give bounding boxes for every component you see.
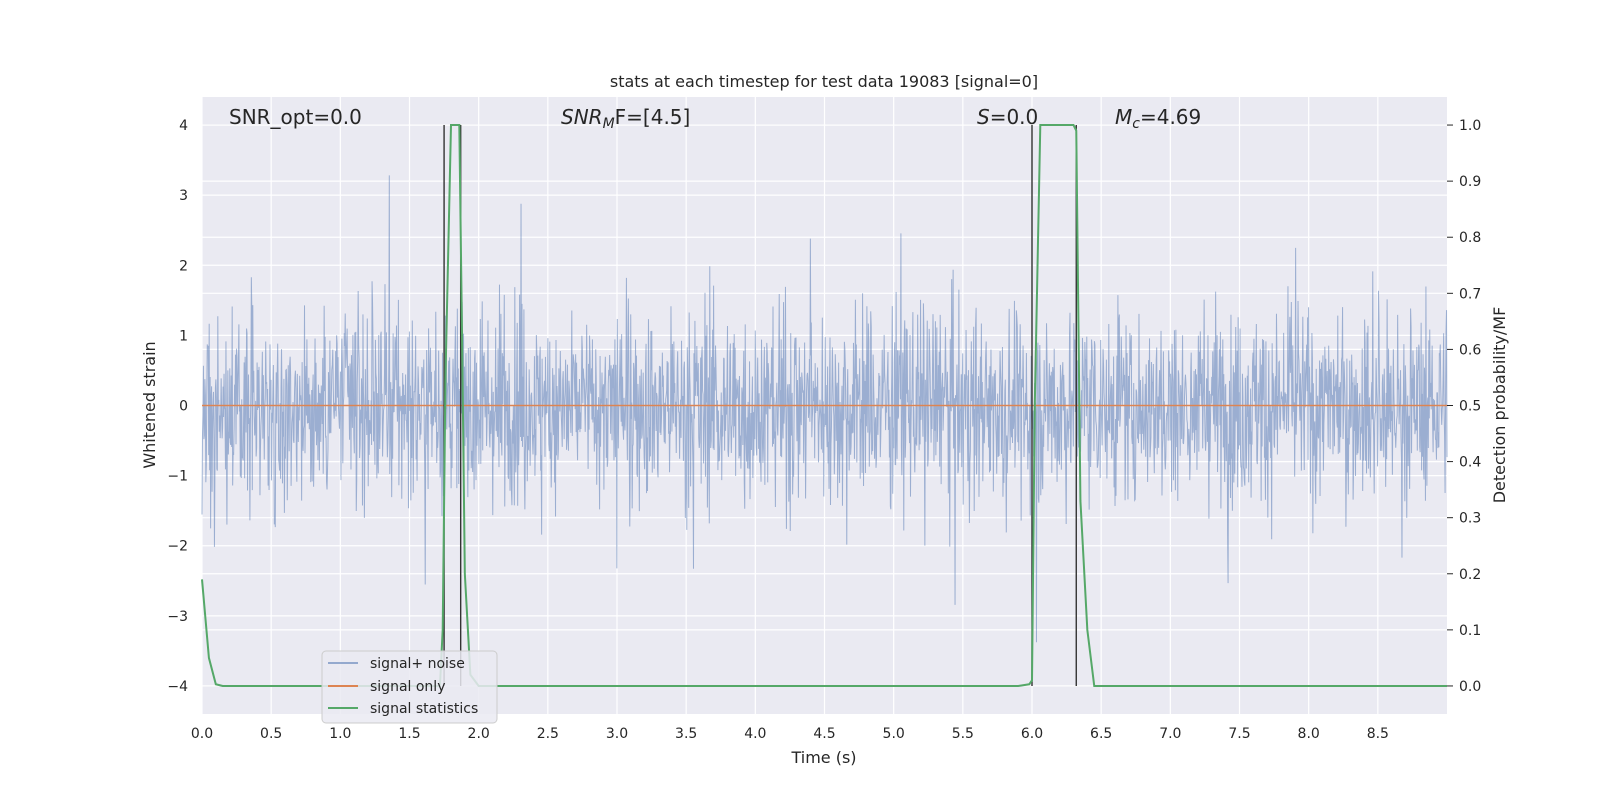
x-tick-label: 1.0 bbox=[329, 726, 351, 742]
x-tick-label: 8.5 bbox=[1367, 726, 1389, 742]
y-tick-label: 1 bbox=[179, 328, 188, 344]
x-tick-label: 2.0 bbox=[468, 726, 490, 742]
mc-sub: c bbox=[1132, 116, 1140, 132]
legend-label-noise: signal+ noise bbox=[370, 656, 465, 672]
y2-tick-label: 0.4 bbox=[1459, 455, 1481, 471]
y-tick-label: 3 bbox=[179, 188, 188, 204]
snr-mf-tail: F=[4.5] bbox=[615, 105, 691, 129]
signal-noise-line bbox=[201, 175, 1448, 643]
y2-tick-label: 1.0 bbox=[1459, 118, 1481, 134]
y2-tick-label: 0.5 bbox=[1459, 399, 1481, 415]
annotation-snr-mf: SNRMF=[4.5] bbox=[561, 105, 690, 132]
y-tick-label: −1 bbox=[167, 469, 188, 485]
y2-tick-label: 0.7 bbox=[1459, 286, 1481, 302]
legend: signal+ noise signal only signal statist… bbox=[321, 650, 498, 724]
mc-symbol: M bbox=[1115, 105, 1132, 129]
x-tick-label: 4.0 bbox=[744, 726, 766, 742]
x-axis-ticks: 0.0 0.5 1.0 1.5 2.0 2.5 3.0 3.5 4.0 4.5 5.0 5.5 6.0 6… bbox=[191, 726, 1389, 742]
x-tick-label: 3.0 bbox=[606, 726, 628, 742]
x-tick-label: 8.0 bbox=[1298, 726, 1320, 742]
chart-title: stats at each timestep for test data 190… bbox=[610, 72, 1038, 91]
y2-tick-label: 0.8 bbox=[1459, 230, 1481, 246]
y2-tick-label: 0.2 bbox=[1459, 567, 1481, 583]
y-tick-label: −3 bbox=[167, 609, 188, 625]
y-axis-label: Whitened strain bbox=[140, 341, 159, 468]
legend-label-statistics: signal statistics bbox=[370, 701, 478, 717]
y2-tick-label: 0.0 bbox=[1459, 679, 1481, 695]
y2-tick-label: 0.9 bbox=[1459, 174, 1481, 190]
x-tick-label: 1.5 bbox=[398, 726, 420, 742]
annotation-mc: Mc=4.69 bbox=[1115, 105, 1201, 132]
y2-tick-label: 0.6 bbox=[1459, 342, 1481, 358]
snr-mf-main: SNR bbox=[561, 105, 603, 129]
annotation-s: S=0.0 bbox=[977, 105, 1038, 129]
x-tick-label: 6.0 bbox=[1021, 726, 1043, 742]
x-axis-label: Time (s) bbox=[790, 748, 856, 767]
y2-tick-label: 0.1 bbox=[1459, 623, 1481, 639]
s-symbol: S bbox=[977, 105, 990, 129]
y-tick-label: 4 bbox=[179, 118, 188, 134]
y-tick-label: 2 bbox=[179, 258, 188, 274]
x-tick-label: 5.5 bbox=[952, 726, 974, 742]
y2-axis-ticks: 0.0 0.1 0.2 0.3 0.4 0.5 0.6 0.7 0.8 0.9 1.0 bbox=[1447, 118, 1481, 695]
s-value: =0.0 bbox=[990, 105, 1039, 129]
y2-axis-label: Detection probability/MF bbox=[1490, 307, 1509, 504]
y2-tick-label: 0.3 bbox=[1459, 511, 1481, 527]
y-tick-label: −2 bbox=[167, 539, 188, 555]
x-tick-label: 3.5 bbox=[675, 726, 697, 742]
y-tick-label: 0 bbox=[179, 399, 188, 415]
annotation-snr-opt: SNR_opt=0.0 bbox=[229, 105, 362, 129]
legend-box bbox=[321, 650, 498, 724]
x-tick-label: 5.0 bbox=[883, 726, 905, 742]
x-tick-label: 7.5 bbox=[1228, 726, 1250, 742]
x-tick-label: 6.5 bbox=[1090, 726, 1112, 742]
y-tick-label: −4 bbox=[167, 679, 188, 695]
signal-noise-series bbox=[201, 175, 1448, 643]
x-tick-label: 7.0 bbox=[1159, 726, 1181, 742]
x-tick-label: 0.5 bbox=[260, 726, 282, 742]
y-axis-ticks: −4 −3 −2 −1 0 1 2 3 4 bbox=[167, 118, 188, 695]
x-tick-label: 2.5 bbox=[537, 726, 559, 742]
mc-value: =4.69 bbox=[1140, 105, 1201, 129]
snr-mf-sub: M bbox=[603, 116, 615, 132]
legend-label-signal-only: signal only bbox=[370, 679, 445, 695]
x-tick-label: 0.0 bbox=[191, 726, 213, 742]
x-tick-label: 4.5 bbox=[813, 726, 835, 742]
